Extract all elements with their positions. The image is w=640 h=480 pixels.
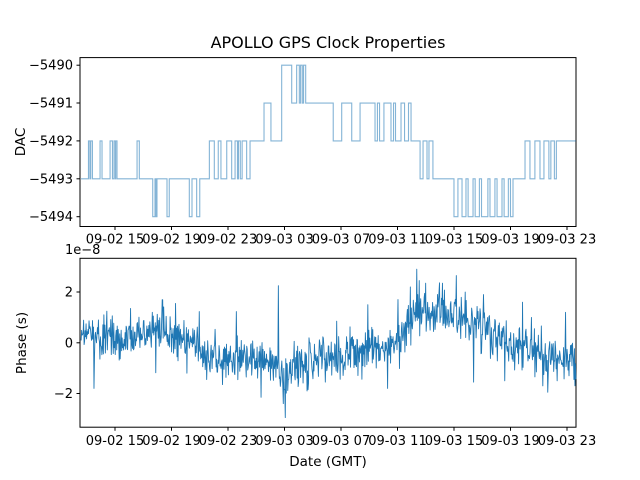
bottom-y-tick-label: 0	[65, 336, 73, 351]
bottom-x-tick-label: 09-03 15	[425, 434, 483, 449]
bottom-y-tick-label: −2	[54, 387, 73, 402]
bottom-x-tick-label: 09-02 23	[199, 434, 257, 449]
top-x-tick-label: 09-03 23	[538, 233, 596, 248]
top-y-tick-label: −5494	[29, 210, 73, 225]
top-axes-frame	[79, 57, 577, 227]
top-x-tick-label: 09-03 03	[255, 233, 313, 248]
bottom-x-tick-label: 09-03 07	[312, 434, 370, 449]
dac-step-line	[80, 64, 576, 218]
top-y-tick-label: −5493	[29, 172, 73, 187]
top-x-tick-label: 09-03 19	[481, 233, 539, 248]
top-y-axis-label: DAC	[13, 128, 29, 157]
bottom-x-tick-label: 09-03 11	[368, 434, 426, 449]
x-axis-label: Date (GMT)	[289, 454, 366, 470]
top-y-tick-label: −5491	[29, 97, 73, 112]
top-y-tick-label: −5490	[29, 59, 73, 74]
top-x-tick-label: 09-03 07	[312, 233, 370, 248]
figure-title: APOLLO GPS Clock Properties	[211, 33, 446, 52]
top-x-tick-label: 09-02 23	[199, 233, 257, 248]
bottom-x-tick-label: 09-02 19	[142, 434, 200, 449]
bottom-y-axis-label: Phase (s)	[14, 312, 30, 374]
bottom-x-tick-label: 09-03 23	[538, 434, 596, 449]
top-y-tick-label: −5492	[29, 134, 73, 149]
top-x-tick-label: 09-02 19	[142, 233, 200, 248]
bottom-y-tick-label: 2	[65, 286, 73, 301]
top-x-tick-label: 09-02 15	[86, 233, 144, 248]
bottom-x-tick-label: 09-03 03	[255, 434, 313, 449]
top-x-tick-label: 09-03 15	[425, 233, 483, 248]
bottom-x-tick-label: 09-03 19	[481, 434, 539, 449]
y-offset-text: 1e−8	[65, 243, 100, 258]
top-x-tick-label: 09-03 11	[368, 233, 426, 248]
phase-line	[80, 268, 577, 419]
bottom-x-tick-label: 09-02 15	[86, 434, 144, 449]
